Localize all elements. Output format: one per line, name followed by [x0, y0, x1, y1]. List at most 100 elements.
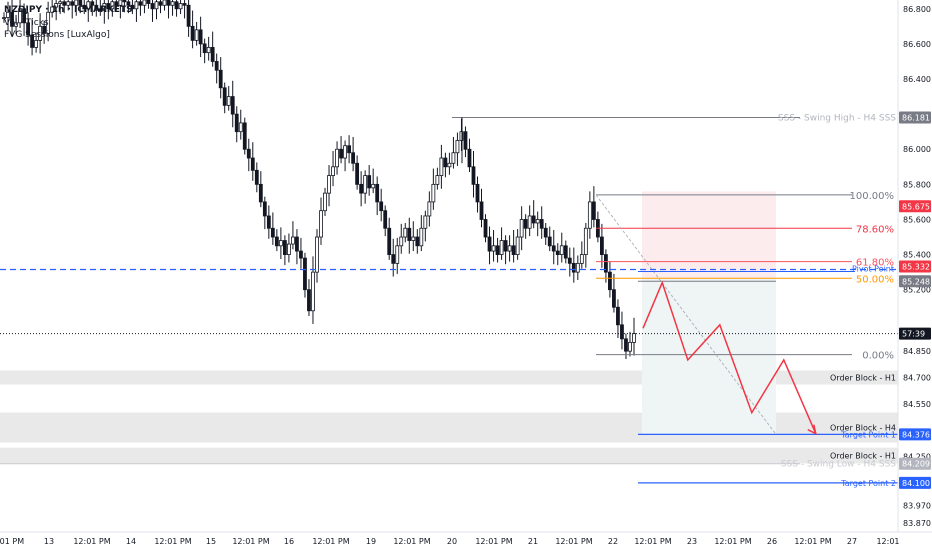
candle-body [150, 3, 155, 10]
candle-body [14, 22, 18, 27]
candle-body [42, 25, 47, 34]
order-block-label: Order Block - H4 [830, 424, 896, 433]
price-tick-label: 86.600 [903, 40, 931, 49]
fib-level-label: 61.80% [856, 258, 894, 269]
candle-body [379, 201, 384, 212]
candle-body [234, 113, 239, 133]
candle-body [186, 4, 191, 27]
symbol-label[interactable]: NZDJPY · 1h · ICMARKETS [4, 5, 133, 15]
candle-body [270, 227, 275, 238]
fvg-indicator-label[interactable]: FVG Sessions [LuxAlgo] [4, 30, 110, 40]
price-tick-label: 85.400 [903, 251, 931, 260]
candle-body [82, 4, 87, 10]
candle-body [519, 219, 524, 238]
candle-body [166, 0, 171, 6]
candle-body [507, 245, 512, 252]
reward-zone [642, 278, 776, 435]
candle-body [66, 1, 71, 6]
target-label: Target Point 1 [840, 430, 896, 439]
time-tick-label: 12:01 PM [312, 537, 349, 546]
candle-body [106, 3, 111, 10]
time-tick-label: 13 [44, 537, 54, 546]
candle-body [274, 236, 279, 247]
time-tick-label: 12:01 [876, 537, 899, 546]
candle-body [254, 169, 259, 185]
volume-indicator-label[interactable]: Vol · Ticks [4, 17, 49, 28]
candle-body [315, 236, 319, 273]
candle-body [319, 210, 323, 238]
price-badge-label: 84.376 [902, 430, 930, 439]
candle-body [146, 0, 151, 4]
candle-body [158, 1, 163, 6]
candle-body [98, 8, 103, 11]
candle-body [214, 61, 219, 71]
price-badge [899, 111, 931, 124]
candle-body [38, 25, 43, 41]
candle-body [58, 1, 63, 4]
candle-body [122, 0, 127, 3]
candle-body [142, 0, 147, 6]
price-tick-label: 84.550 [903, 400, 931, 409]
candle-body [94, 4, 99, 10]
candle-body [511, 245, 516, 255]
price-badge-label: 85.675 [902, 202, 930, 211]
candle-body [399, 236, 404, 247]
candle-body [495, 245, 500, 255]
candle-body [178, 3, 183, 10]
time-tick-label: 12:01 PM [73, 537, 110, 546]
candle-body [62, 1, 67, 6]
candle-body [299, 250, 303, 259]
candle-body [608, 271, 612, 291]
order-block-label: Order Block - H1 [830, 452, 896, 461]
order-block-zone [0, 447, 898, 464]
target-label: Target Point 2 [840, 479, 896, 488]
price-badge-label: 84.100 [902, 479, 930, 488]
candle-body [375, 183, 380, 203]
candle-body [551, 245, 556, 252]
candle-body [210, 47, 215, 62]
candle-body [583, 227, 588, 255]
candle-body [463, 131, 468, 150]
price-tick-label: 86.000 [903, 145, 931, 154]
candle-body [555, 250, 560, 255]
candle-body [130, 4, 135, 10]
time-tick-label: 19 [366, 537, 376, 546]
price-badge-label: 57:39 [902, 330, 925, 339]
candle-body [90, 1, 95, 6]
candle-body [10, 11, 14, 27]
time-tick-label: 20 [447, 537, 457, 546]
candle-body [419, 227, 424, 247]
candle-body [18, 8, 22, 24]
candle-body [403, 227, 408, 238]
price-badge-label: 85.332 [902, 263, 930, 272]
swing-low-label: SSS - Swing Low - H4 SSS [781, 460, 896, 470]
fib-level-label: 100.00% [850, 191, 895, 202]
time-tick-label: 12:01 PM [393, 537, 430, 546]
price-tick-label: 83.870 [903, 519, 931, 528]
candle-body [543, 227, 548, 238]
candle-body [443, 157, 448, 168]
candle-body [475, 183, 480, 203]
candle-body [371, 183, 376, 189]
candle-body [363, 175, 368, 194]
candle-body [451, 152, 456, 164]
price-tick-label: 85.600 [903, 215, 931, 224]
time-tick-label: 23 [687, 537, 697, 546]
chart-legend: NZDJPY · 1h · ICMARKETS Vol · Ticks FVG … [4, 4, 133, 42]
candle-body [455, 140, 460, 154]
candle-body [278, 240, 283, 247]
candle-body [515, 236, 520, 255]
candle-body [431, 183, 436, 203]
candle-body [571, 262, 576, 273]
candle-body [222, 87, 227, 106]
time-tick-label: 12:01 PM [154, 537, 191, 546]
fib-level-label: 0.00% [862, 351, 894, 362]
candle-body [102, 3, 107, 11]
time-tick-label: 14 [126, 537, 136, 546]
candle-body [126, 1, 131, 6]
candle-body [162, 0, 167, 6]
candle-body [206, 47, 211, 54]
candle-body [407, 227, 412, 241]
time-tick-label: 12:01 PM [475, 537, 512, 546]
